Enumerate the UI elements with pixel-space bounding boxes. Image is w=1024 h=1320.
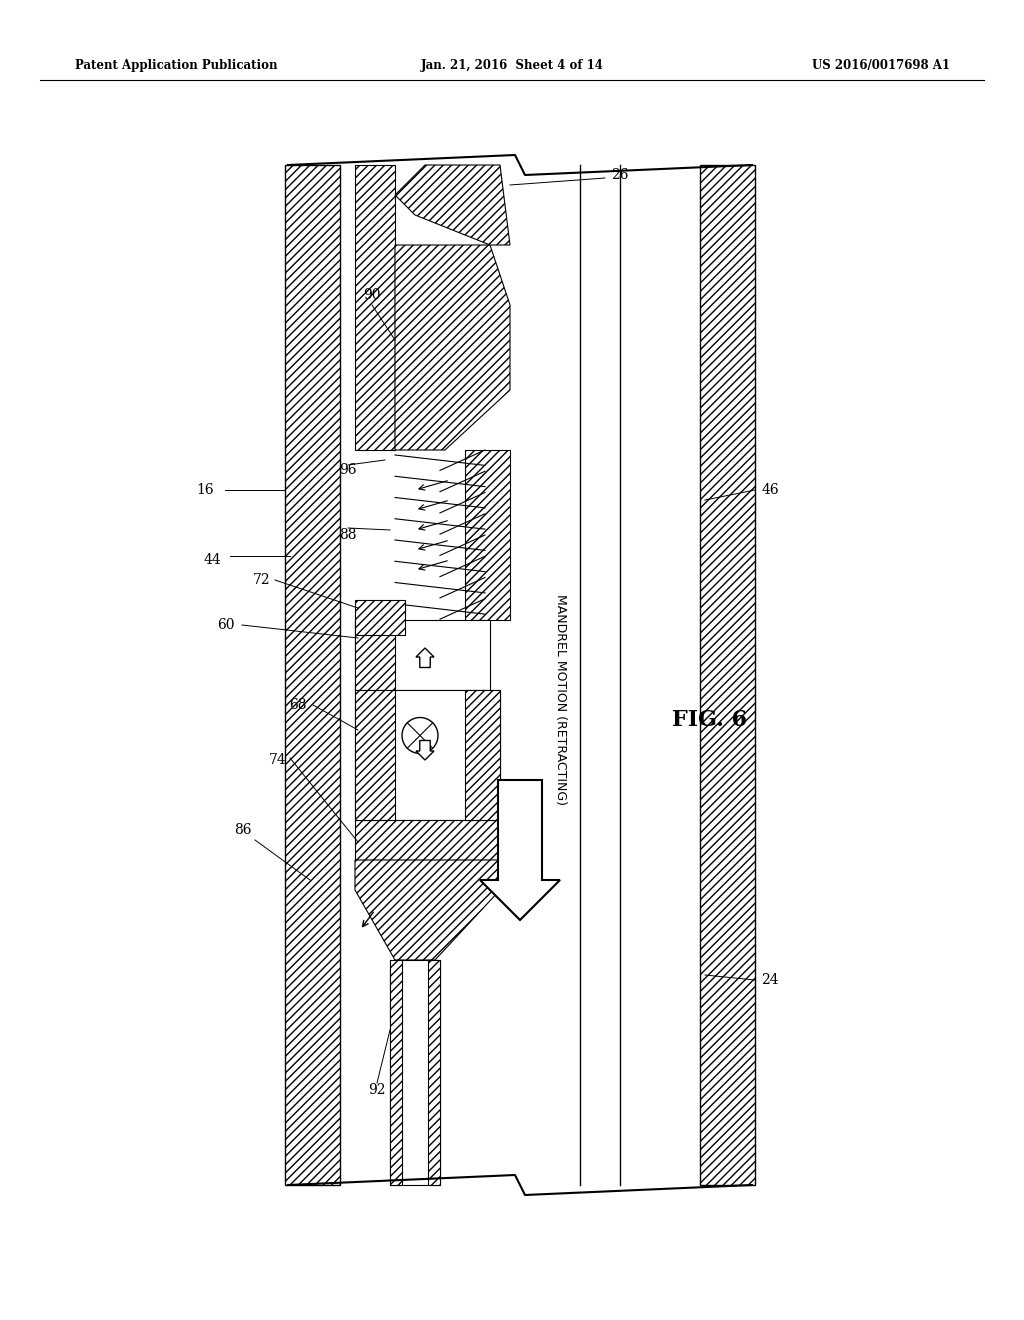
Text: 60: 60 — [217, 618, 234, 632]
Text: 72: 72 — [253, 573, 270, 587]
Text: 46: 46 — [761, 483, 779, 498]
Bar — [465, 690, 500, 820]
Bar — [355, 690, 500, 820]
Text: Patent Application Publication: Patent Application Publication — [75, 58, 278, 71]
Text: FIG. 6: FIG. 6 — [673, 709, 748, 731]
Bar — [465, 450, 510, 620]
Polygon shape — [355, 861, 500, 960]
Bar — [428, 960, 440, 1185]
Polygon shape — [355, 620, 490, 690]
Text: 24: 24 — [761, 973, 779, 987]
Text: MANDREL MOTION (RETRACTING): MANDREL MOTION (RETRACTING) — [554, 594, 566, 805]
Text: 90: 90 — [364, 288, 381, 302]
Bar — [355, 601, 406, 635]
Text: 26: 26 — [611, 168, 629, 182]
Bar — [355, 820, 500, 861]
Text: US 2016/0017698 A1: US 2016/0017698 A1 — [812, 58, 950, 71]
Text: 88: 88 — [339, 528, 356, 543]
Bar — [390, 960, 402, 1185]
Bar — [700, 165, 755, 1185]
Bar — [355, 620, 395, 690]
Text: 16: 16 — [197, 483, 214, 498]
Text: 44: 44 — [203, 553, 221, 568]
Circle shape — [402, 718, 438, 754]
Bar — [355, 690, 395, 820]
Text: 92: 92 — [369, 1082, 386, 1097]
Bar — [355, 165, 395, 450]
Polygon shape — [395, 165, 510, 246]
Polygon shape — [416, 741, 434, 760]
Bar — [390, 960, 440, 1185]
Text: 86: 86 — [234, 822, 252, 837]
Bar — [340, 165, 700, 1185]
Text: 96: 96 — [339, 463, 356, 477]
Text: Jan. 21, 2016  Sheet 4 of 14: Jan. 21, 2016 Sheet 4 of 14 — [421, 58, 603, 71]
Text: 68: 68 — [289, 698, 307, 711]
Bar — [285, 165, 340, 1185]
Polygon shape — [416, 648, 434, 668]
Polygon shape — [395, 246, 510, 450]
Polygon shape — [480, 780, 560, 920]
Text: 74: 74 — [269, 752, 287, 767]
